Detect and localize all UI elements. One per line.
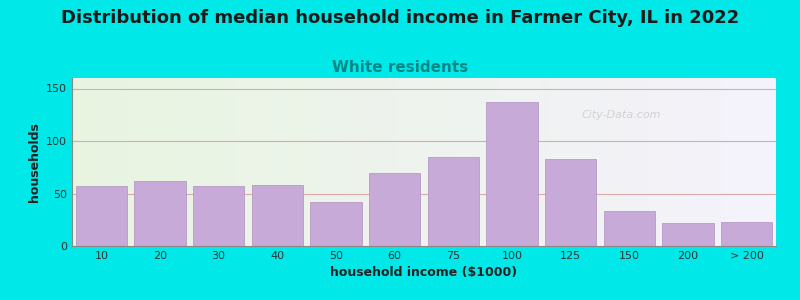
Bar — [603, 211, 655, 246]
Bar — [545, 159, 597, 246]
Bar — [369, 172, 421, 246]
Bar — [486, 102, 538, 246]
Text: Distribution of median household income in Farmer City, IL in 2022: Distribution of median household income … — [61, 9, 739, 27]
Text: City-Data.com: City-Data.com — [582, 110, 661, 120]
Bar — [251, 185, 303, 246]
Bar — [427, 157, 479, 246]
Bar — [662, 223, 714, 246]
Bar — [721, 222, 773, 246]
Bar — [75, 186, 127, 246]
Bar — [310, 202, 362, 246]
Y-axis label: households: households — [27, 122, 41, 202]
Bar — [193, 186, 245, 246]
X-axis label: household income ($1000): household income ($1000) — [330, 266, 518, 279]
Text: White residents: White residents — [332, 60, 468, 75]
Bar — [134, 181, 186, 246]
